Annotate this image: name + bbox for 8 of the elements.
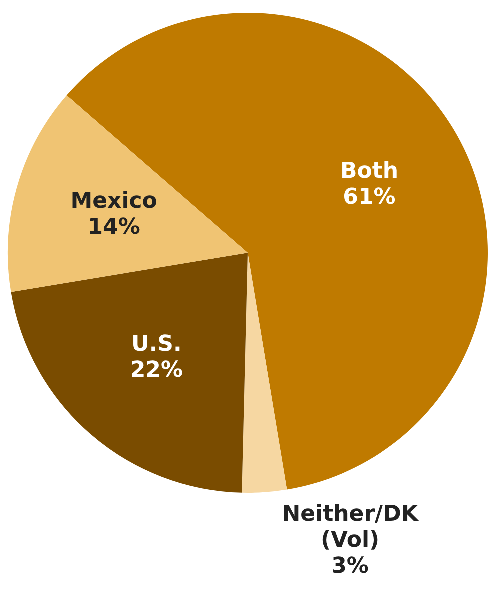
slice-label: U.S. [131, 332, 182, 357]
slice-label: Both [340, 158, 399, 184]
data-label: 14% [88, 214, 140, 240]
slice-label: Neither/DK (Vol) [282, 502, 420, 554]
slice-label: Mexico [70, 188, 158, 214]
data-label: 22% [130, 358, 184, 383]
data-label: 61% [343, 184, 396, 210]
data-label: 3% [332, 554, 369, 580]
